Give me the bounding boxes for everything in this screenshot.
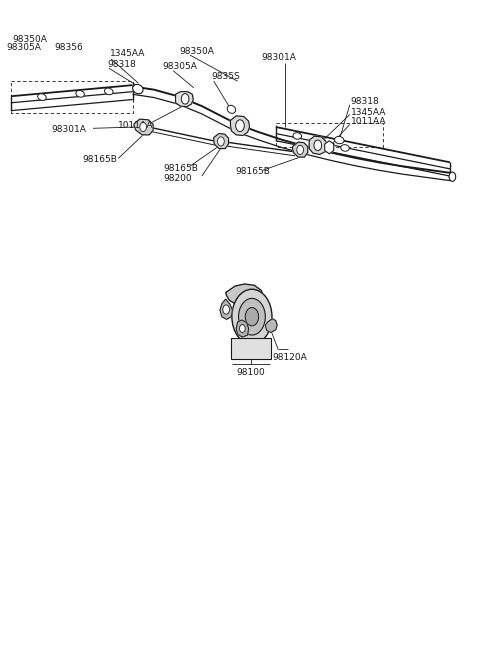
Circle shape [449,172,456,181]
Text: 98301A: 98301A [262,53,296,62]
Text: 98350A: 98350A [179,47,214,56]
Polygon shape [230,116,250,135]
Circle shape [223,305,229,314]
Circle shape [245,307,259,326]
Text: 98165B: 98165B [83,155,118,164]
Polygon shape [220,299,232,319]
Text: 1011AA: 1011AA [118,120,154,129]
Text: 98305A: 98305A [163,62,198,72]
Text: 98165B: 98165B [164,164,199,173]
Circle shape [236,120,244,131]
Text: 98318: 98318 [108,60,136,69]
Ellipse shape [105,88,113,95]
Text: 98356: 98356 [54,43,83,53]
Ellipse shape [335,137,344,144]
Text: 98301A: 98301A [51,125,86,134]
Text: 98350A: 98350A [12,35,47,44]
Circle shape [217,137,224,146]
Text: 98200: 98200 [164,173,192,183]
Polygon shape [176,92,193,106]
Text: 98165B: 98165B [235,167,270,176]
Text: 1345AA: 1345AA [110,49,145,58]
Text: 98120A: 98120A [273,353,307,362]
Ellipse shape [132,84,143,94]
Circle shape [232,289,272,344]
Text: 1345AA: 1345AA [351,108,386,116]
Text: 98100: 98100 [236,368,265,376]
Text: 1011AA: 1011AA [351,118,386,126]
Polygon shape [236,320,249,337]
FancyBboxPatch shape [231,338,271,359]
Ellipse shape [76,91,84,97]
Circle shape [239,298,265,335]
Circle shape [314,140,322,150]
Circle shape [181,94,189,104]
Polygon shape [309,136,327,154]
Polygon shape [134,119,153,135]
Text: 98318: 98318 [351,97,380,106]
Polygon shape [324,141,334,154]
Ellipse shape [38,94,46,101]
Polygon shape [292,142,308,157]
Ellipse shape [293,133,301,139]
Circle shape [297,145,303,154]
Circle shape [240,325,245,332]
Text: 98305A: 98305A [6,43,41,53]
Circle shape [140,122,146,131]
Text: 9835S: 9835S [211,72,240,81]
Ellipse shape [227,105,236,114]
Polygon shape [265,319,277,332]
Ellipse shape [341,145,349,151]
Polygon shape [226,284,263,306]
Polygon shape [214,133,228,148]
